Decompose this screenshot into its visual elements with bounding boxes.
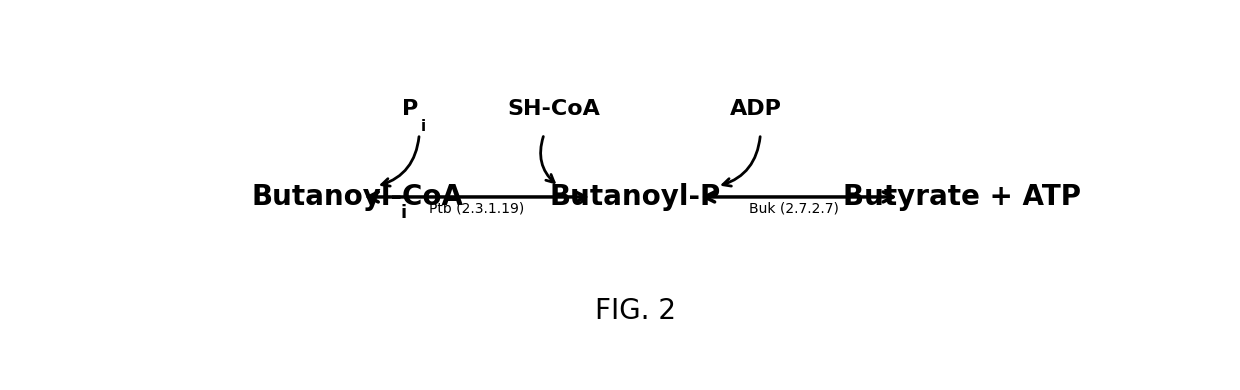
Text: FIG. 2: FIG. 2 <box>595 297 676 325</box>
Text: ADP: ADP <box>729 99 781 119</box>
Text: Buk (2.7.2.7): Buk (2.7.2.7) <box>749 202 839 216</box>
Text: P: P <box>402 99 418 119</box>
Text: i: i <box>401 204 407 222</box>
Text: Butanoyl-P: Butanoyl-P <box>549 183 722 211</box>
Text: Butanoyl-CoA: Butanoyl-CoA <box>250 183 463 211</box>
Text: i: i <box>422 119 427 134</box>
Text: SH-CoA: SH-CoA <box>507 99 600 119</box>
Text: Butyrate + ATP: Butyrate + ATP <box>843 183 1081 211</box>
Text: Ptb (2.3.1.19): Ptb (2.3.1.19) <box>429 202 525 216</box>
